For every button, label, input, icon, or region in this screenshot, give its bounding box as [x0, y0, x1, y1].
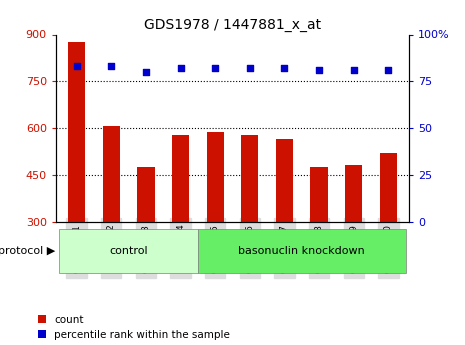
Legend: count, percentile rank within the sample: count, percentile rank within the sample	[38, 315, 230, 340]
Bar	[137, 167, 154, 222]
Text: control: control	[109, 246, 148, 256]
Bar	[311, 167, 328, 222]
Text: basonuclin knockdown: basonuclin knockdown	[239, 246, 365, 256]
Text: protocol ▶: protocol ▶	[0, 246, 55, 256]
Bar	[276, 139, 293, 222]
Point	[350, 67, 358, 73]
Point	[177, 66, 184, 71]
Bar	[68, 42, 85, 222]
Point	[315, 67, 323, 73]
FancyBboxPatch shape	[59, 229, 198, 273]
Bar	[241, 135, 259, 222]
Point	[385, 67, 392, 73]
Bar	[103, 126, 120, 222]
Point	[281, 66, 288, 71]
Point	[246, 66, 253, 71]
Bar	[206, 131, 224, 222]
FancyBboxPatch shape	[198, 229, 406, 273]
Point	[212, 66, 219, 71]
Bar	[380, 153, 397, 222]
Point	[73, 64, 80, 69]
Title: GDS1978 / 1447881_x_at: GDS1978 / 1447881_x_at	[144, 18, 321, 32]
Bar	[345, 165, 362, 222]
Point	[142, 69, 150, 75]
Point	[107, 64, 115, 69]
Bar	[172, 135, 189, 222]
